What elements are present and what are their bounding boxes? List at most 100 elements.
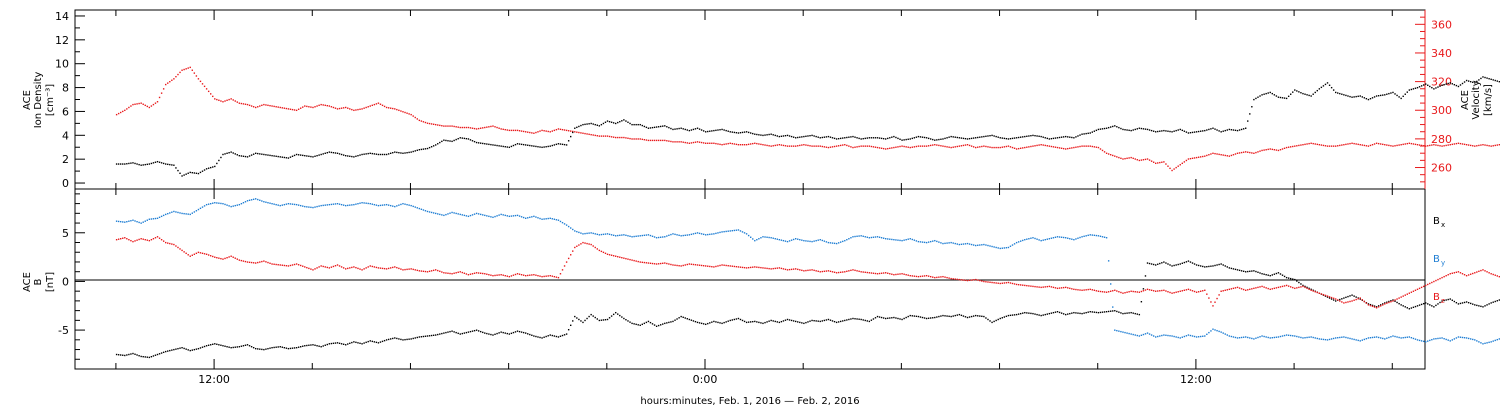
by-series-point (809, 240, 811, 243)
density-series-point (1396, 94, 1398, 97)
by-series-point (551, 218, 553, 220)
bx-series-point (1377, 305, 1380, 307)
bz-series-point (128, 238, 130, 241)
by-series-point (203, 205, 206, 207)
by-series-point (289, 203, 292, 205)
bx-series-point (547, 335, 549, 337)
bx-series-point (981, 315, 983, 318)
bx-series-point (465, 331, 468, 334)
by-series-point (126, 220, 128, 223)
bx-series-point (230, 346, 232, 349)
by-series-point (1437, 337, 1439, 340)
bz-series-point (770, 268, 772, 270)
by-series-point (226, 204, 228, 206)
bottom-left-ylabel-line2: B (33, 278, 44, 285)
bz-series-point (762, 267, 764, 269)
velocity-series-point (1009, 146, 1012, 148)
legend-bx: B x (1433, 216, 1445, 229)
density-series-point (670, 127, 672, 130)
bx-series-point (1003, 316, 1006, 318)
density-series-point (1208, 128, 1210, 131)
velocity-series-point (596, 135, 598, 137)
by-series-point (232, 205, 234, 207)
density-series-point (735, 132, 738, 134)
velocity-series-point (827, 146, 830, 149)
by-series-point (1099, 235, 1102, 237)
bz-series-point (1277, 286, 1280, 289)
bx-series-point (453, 331, 455, 333)
bx-series-point (956, 314, 958, 316)
by-series-point (887, 238, 889, 240)
velocity-series-point (925, 145, 928, 147)
bz-series-point (1118, 291, 1120, 293)
density-series-point (1052, 137, 1055, 140)
velocity-series-point (1015, 148, 1018, 150)
bz-series-point (1263, 286, 1265, 288)
bx-series-point (584, 319, 586, 322)
density-series-point (901, 139, 903, 141)
velocity-series-point (1175, 166, 1177, 169)
bx-series-point (837, 321, 840, 323)
bz-series-point (148, 239, 151, 242)
density-series-point (786, 134, 789, 137)
by-series-point (1494, 339, 1496, 342)
by-series-point (543, 218, 545, 220)
by-series-point (1056, 236, 1059, 238)
bx-series-point (1230, 267, 1233, 270)
density-series-point (731, 131, 733, 133)
by-series-point (1257, 336, 1259, 339)
density-series-point (762, 134, 764, 137)
by-series-point (660, 236, 662, 238)
velocity-series-point (222, 101, 224, 103)
velocity-series-point (488, 126, 490, 128)
bx-series-point (952, 315, 954, 317)
density-series-point (1001, 137, 1003, 139)
density-series-point (641, 124, 643, 127)
by-series-point (330, 203, 333, 206)
bx-series-point (502, 331, 504, 334)
velocity-series-point (823, 146, 826, 148)
bx-series-point (745, 321, 748, 324)
by-series-point (314, 206, 316, 208)
top-right-tick-label: 280 (1431, 133, 1452, 146)
velocity-series-point (776, 144, 778, 146)
by-series-point (662, 236, 664, 238)
bx-series-point (1083, 312, 1085, 314)
by-series-point (639, 235, 641, 237)
by-series-point (359, 202, 361, 204)
bx-series-point (813, 319, 815, 322)
density-series-point (1056, 137, 1059, 139)
bz-series-point (1402, 295, 1404, 297)
density-series-point (1013, 137, 1016, 139)
bz-series-point (876, 273, 879, 275)
density-series-point (1155, 131, 1157, 133)
by-series-point (363, 202, 365, 204)
bz-series-point (1116, 290, 1118, 292)
bz-series-point (549, 274, 551, 277)
velocity-series-point (584, 132, 586, 135)
bz-series-point (246, 261, 249, 263)
bx-series-point (477, 330, 480, 332)
by-series-point (645, 234, 648, 236)
bz-series-point (1476, 271, 1478, 273)
velocity-series-point (1304, 143, 1306, 146)
bx-series-point (647, 320, 650, 323)
density-series-point (1296, 90, 1298, 92)
velocity-series-point (842, 144, 844, 146)
velocity-series-point (1130, 156, 1132, 159)
density-series-point (1287, 95, 1290, 98)
by-series-point (782, 239, 785, 242)
density-series-point (960, 137, 963, 139)
bz-series-point (1157, 290, 1159, 292)
by-series-point (570, 227, 572, 229)
by-series-point (1177, 336, 1179, 339)
bz-series-point (629, 258, 631, 261)
bz-series-point (825, 270, 828, 272)
velocity-series-point (840, 144, 842, 147)
top-panel-series (115, 66, 1500, 177)
velocity-series-point (637, 138, 639, 140)
bz-series-point (780, 267, 783, 270)
by-series-point (1089, 234, 1091, 236)
bz-series-point (349, 267, 351, 269)
velocity-series-point (406, 112, 408, 114)
